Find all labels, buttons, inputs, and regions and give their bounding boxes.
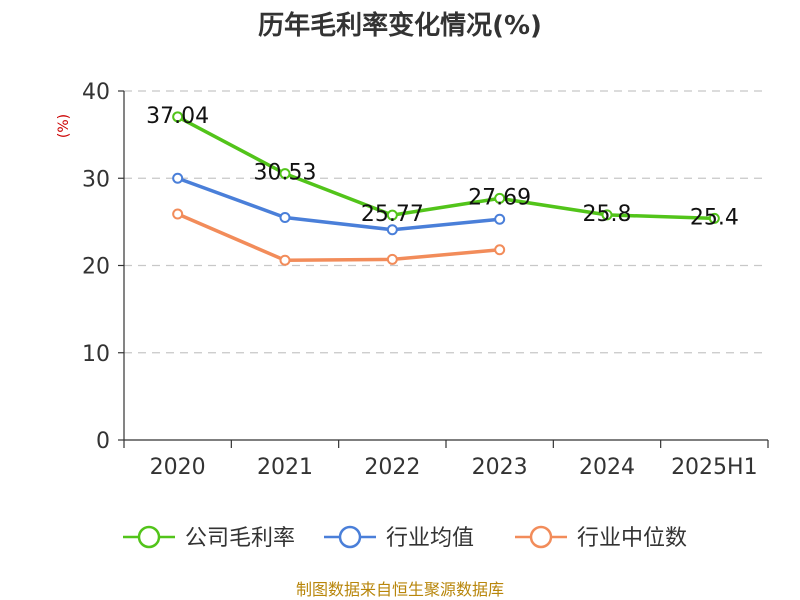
x-tick-labels: 2020 2021 2022 2023 2024 2025H1 (150, 455, 758, 480)
y-tick-label: 20 (82, 255, 110, 280)
data-label: 25.77 (361, 202, 424, 227)
legend-label: 行业中位数 (577, 526, 687, 551)
legend-label: 公司毛利率 (185, 526, 295, 551)
x-tick-label: 2025H1 (671, 455, 758, 480)
data-point (386, 209, 398, 221)
y-axis-label: (%) (56, 114, 72, 138)
source-note: 制图数据来自恒生聚源数据库 (296, 580, 504, 599)
legend-marker (137, 525, 161, 549)
data-point (494, 244, 506, 256)
series-group (172, 111, 720, 266)
legend-marker (338, 525, 362, 549)
y-tick-label: 0 (96, 429, 110, 454)
data-point (386, 224, 398, 236)
data-point (494, 213, 506, 225)
data-point (279, 254, 291, 266)
x-tick-label: 2023 (472, 455, 528, 480)
x-tick-label: 2024 (579, 455, 635, 480)
x-tick-label: 2020 (150, 455, 206, 480)
legend-item: 行业中位数 (515, 525, 687, 551)
data-point (494, 192, 506, 204)
data-point (386, 253, 398, 265)
data-label: 37.04 (146, 104, 209, 129)
y-tick-label: 30 (82, 167, 110, 192)
data-point (279, 212, 291, 224)
x-tick-label: 2022 (364, 455, 420, 480)
x-tick-label: 2021 (257, 455, 313, 480)
data-label: 25.8 (583, 202, 632, 227)
series-line (176, 212, 500, 263)
data-point (172, 172, 184, 184)
series-line (177, 176, 500, 232)
data-label: 27.69 (468, 185, 531, 210)
grid-lines (118, 90, 768, 441)
axes (123, 91, 769, 448)
data-point (279, 168, 291, 180)
series-line (176, 115, 715, 221)
y-tick-label: 40 (82, 80, 110, 105)
legend-label: 行业均值 (386, 526, 474, 551)
data-label: 25.4 (690, 205, 739, 230)
y-tick-label: 10 (82, 342, 110, 367)
data-point (601, 209, 613, 221)
data-point (172, 111, 184, 123)
data-point (172, 208, 184, 220)
legend-item: 行业均值 (324, 525, 474, 551)
legend: 公司毛利率 行业均值 行业中位数 (123, 525, 687, 551)
y-tick-labels: 0 10 20 30 40 (82, 80, 110, 454)
data-labels: 37.04 30.53 25.77 27.69 25.8 25.4 (146, 104, 739, 231)
chart-title: 历年毛利率变化情况(%) (258, 10, 542, 41)
legend-marker (529, 525, 553, 549)
data-label: 30.53 (254, 161, 317, 186)
legend-item: 公司毛利率 (123, 525, 295, 551)
data-point (708, 212, 720, 224)
